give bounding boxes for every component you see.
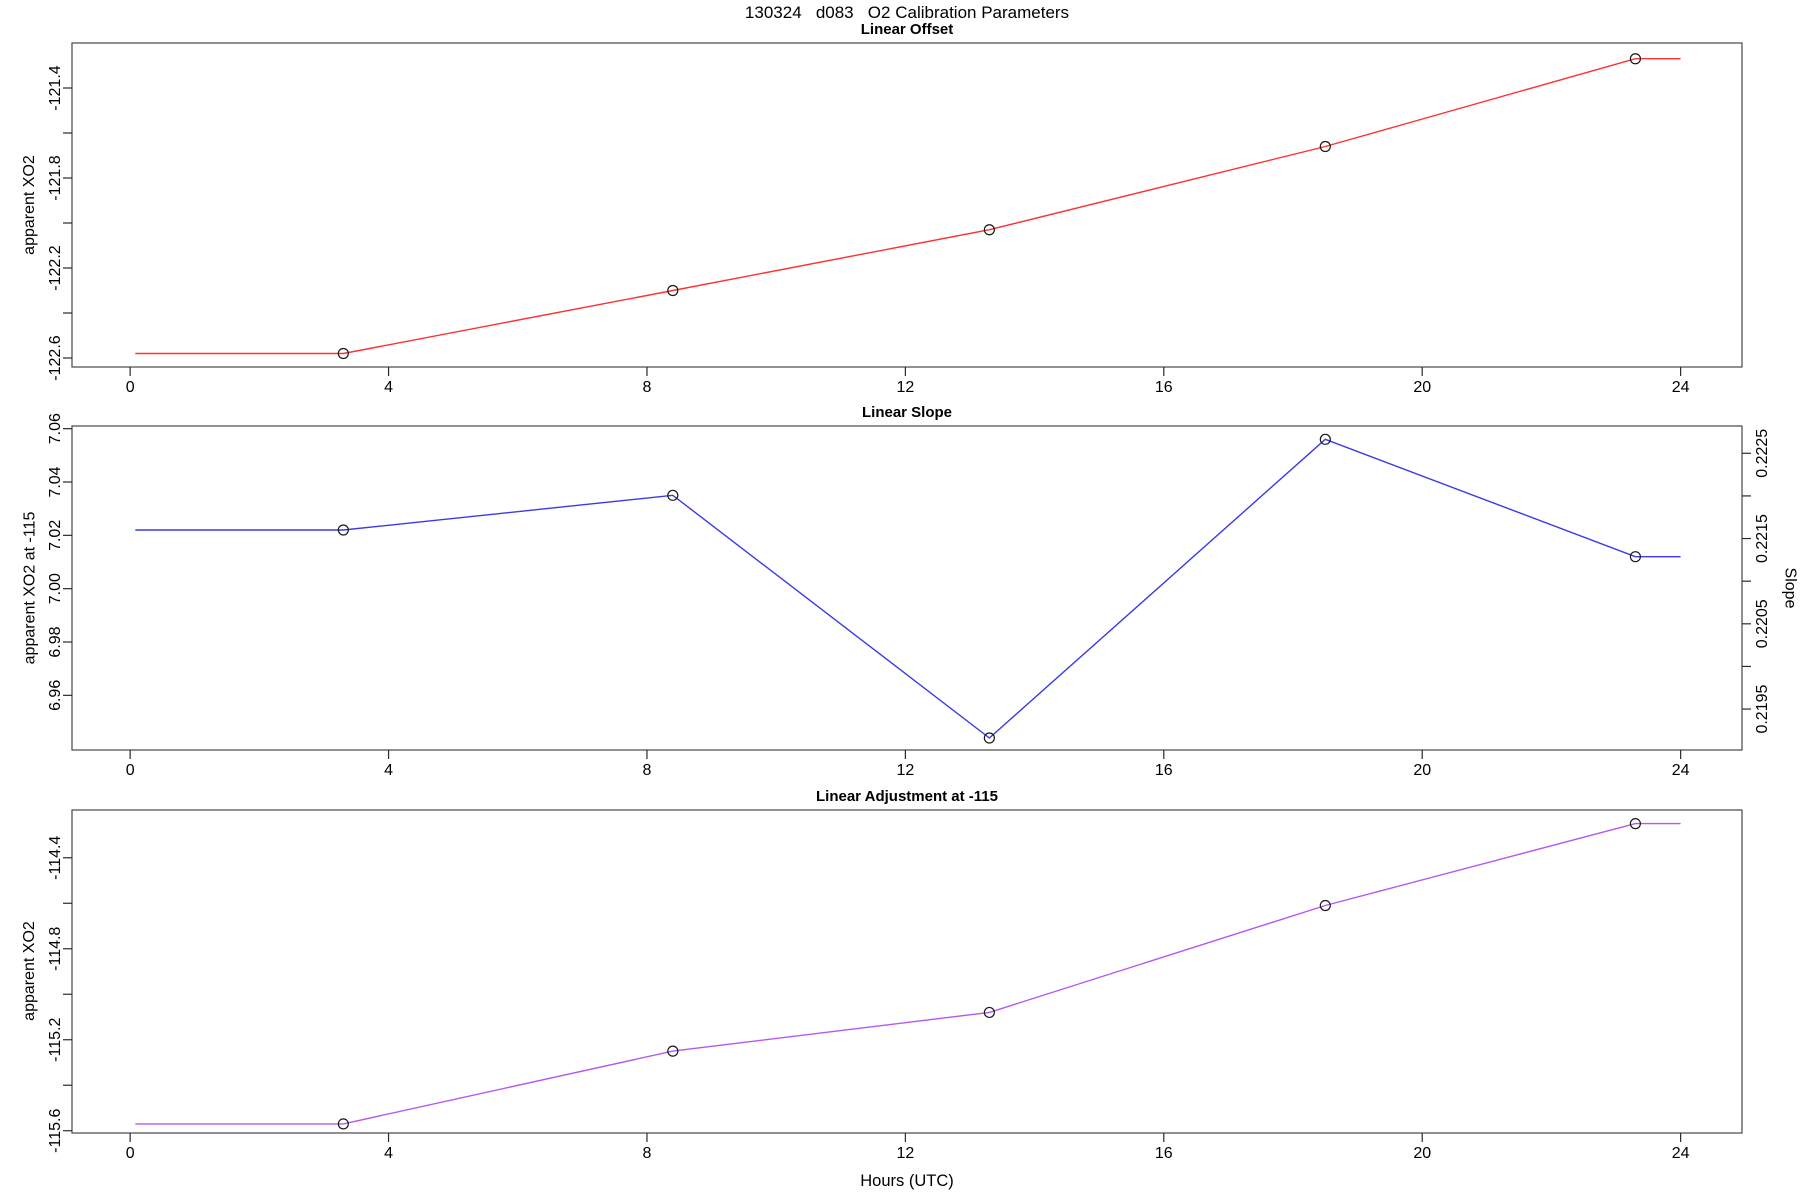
x-tick-label: 8 xyxy=(643,379,652,396)
y-tick-right-label: 0.2205 xyxy=(1754,599,1771,648)
plot-box xyxy=(71,809,1743,1134)
figure-title: 130324 d083 O2 Calibration Parameters xyxy=(744,3,1070,22)
plot-box xyxy=(71,425,1743,751)
y-tick-label: -122.2 xyxy=(47,245,64,290)
data-point-marker xyxy=(667,489,679,501)
y-tick-label: -121.8 xyxy=(47,155,64,200)
x-tick-label: 4 xyxy=(384,1145,393,1162)
data-point-marker xyxy=(983,224,995,236)
y-tick-right-label: 0.2225 xyxy=(1754,429,1771,478)
x-tick-label: 0 xyxy=(126,762,135,779)
data-point-marker xyxy=(337,347,349,360)
series-line xyxy=(135,438,1681,739)
data-point-marker xyxy=(983,1006,995,1019)
data-point-marker xyxy=(667,284,679,297)
panel-title-linear-adjustment: Linear Adjustment at -115 xyxy=(816,788,998,805)
data-point-marker xyxy=(1319,433,1331,445)
y-tick-label: -114.8 xyxy=(47,927,64,971)
y-tick-label: -114.4 xyxy=(47,836,64,880)
x-tick-label: 24 xyxy=(1672,379,1690,396)
data-point-marker xyxy=(1629,53,1642,65)
x-tick-label: 16 xyxy=(1155,379,1173,396)
y-tick-label: -115.2 xyxy=(47,1018,64,1062)
x-tick-label: 0 xyxy=(126,379,135,396)
x-tick-label: 0 xyxy=(126,1145,135,1162)
x-tick-label: 12 xyxy=(896,762,914,779)
y-tick-label: 6.98 xyxy=(47,626,64,657)
x-axis-label: Hours (UTC) xyxy=(860,1172,954,1190)
x-tick-label: 20 xyxy=(1413,1145,1431,1162)
x-tick-label: 20 xyxy=(1413,762,1431,779)
data-point-marker xyxy=(1629,818,1642,830)
data-point-marker xyxy=(337,524,349,536)
x-tick-label: 4 xyxy=(384,379,393,396)
x-tick-label: 16 xyxy=(1155,762,1173,779)
y-tick-right-label: 0.2195 xyxy=(1754,685,1771,734)
y-tick-label: 7.02 xyxy=(47,520,64,551)
x-tick-label: 24 xyxy=(1672,762,1690,779)
x-tick-label: 12 xyxy=(896,379,914,396)
y-tick-label: -122.6 xyxy=(47,335,64,380)
x-tick-label: 8 xyxy=(643,762,652,779)
data-point-marker xyxy=(337,1118,349,1130)
data-point-marker xyxy=(667,1045,679,1057)
data-point-marker xyxy=(983,732,995,744)
y-tick-right-label: 0.2215 xyxy=(1754,514,1771,563)
y-tick-label: 7.06 xyxy=(47,413,64,444)
y-tick-label: 7.04 xyxy=(47,466,64,497)
data-point-marker xyxy=(1629,551,1642,563)
x-tick-label: 8 xyxy=(643,1145,652,1162)
panel-title-linear-offset: Linear Offset xyxy=(860,21,954,38)
y-tick-label: -115.6 xyxy=(47,1109,64,1153)
x-tick-label: 24 xyxy=(1672,1145,1690,1162)
series-line xyxy=(135,58,1681,355)
data-point-marker xyxy=(1319,140,1331,153)
x-tick-label: 12 xyxy=(896,1145,914,1162)
y-tick-label: -121.4 xyxy=(47,65,64,110)
panel-title-linear-slope: Linear Slope xyxy=(861,404,953,421)
y-tick-label: 7.00 xyxy=(47,573,64,604)
y-tick-label: 6.96 xyxy=(47,680,64,711)
x-tick-label: 20 xyxy=(1413,379,1431,396)
series-line xyxy=(135,822,1681,1125)
plot-box xyxy=(71,42,1743,368)
data-point-marker xyxy=(1319,899,1331,912)
x-tick-label: 16 xyxy=(1155,1145,1173,1162)
x-tick-label: 4 xyxy=(384,762,393,779)
